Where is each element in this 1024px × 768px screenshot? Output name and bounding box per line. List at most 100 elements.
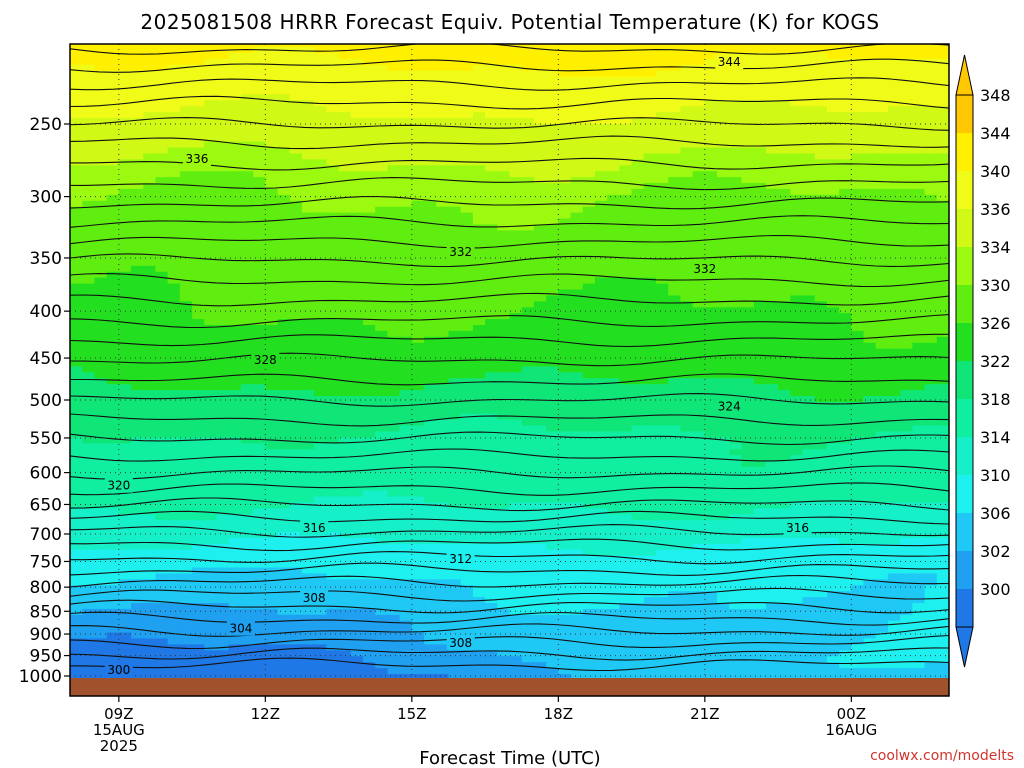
field-cell [485, 224, 498, 231]
field-cell [863, 390, 877, 397]
field-cell [363, 88, 376, 95]
field-cell [717, 76, 730, 84]
field-cell [814, 413, 828, 421]
field-cell [765, 395, 779, 403]
field-cell [118, 366, 132, 373]
field-cell [570, 147, 584, 155]
field-cell [558, 425, 572, 433]
field-cell [668, 384, 682, 391]
field-cell [289, 218, 303, 226]
field-cell [607, 307, 620, 314]
field-cell [472, 58, 486, 66]
field-cell [94, 443, 108, 450]
field-cell [887, 265, 901, 273]
field-cell [741, 112, 755, 119]
field-cell [619, 384, 633, 391]
field-cell [94, 378, 108, 385]
field-cell [753, 319, 767, 326]
field-cell [106, 324, 120, 332]
field-cell [179, 76, 193, 84]
field-cell [814, 378, 828, 385]
field-cell [326, 395, 340, 403]
field-cell [741, 177, 755, 184]
field-cell [228, 106, 242, 113]
field-cell [778, 46, 791, 54]
field-cell [253, 342, 266, 350]
field-cell [167, 70, 181, 78]
field-cell [607, 336, 620, 344]
field-cell [619, 82, 633, 89]
field-cell [863, 200, 877, 208]
field-cell [131, 224, 144, 231]
field-cell [936, 230, 949, 237]
field-cell [546, 319, 559, 326]
field-cell [912, 372, 926, 379]
field-cell [289, 236, 303, 243]
field-cell [472, 44, 486, 48]
field-cell [851, 58, 865, 66]
field-cell [131, 330, 144, 338]
field-cell [472, 194, 486, 202]
field-cell [424, 106, 437, 113]
field-cell [216, 194, 230, 202]
field-cell [460, 141, 474, 149]
field-cell [240, 206, 254, 214]
field-cell [460, 390, 474, 397]
field-cell [668, 289, 682, 297]
field-cell [326, 330, 340, 338]
field-cell [106, 354, 120, 362]
field-cell [607, 212, 620, 220]
field-cell [338, 401, 352, 409]
field-cell [350, 129, 364, 137]
field-cell [741, 44, 755, 48]
field-cell [167, 378, 181, 385]
field-cell [301, 224, 315, 231]
field-cell [204, 35, 217, 42]
field-cell [448, 183, 462, 190]
field-cell [765, 117, 779, 125]
field-cell [228, 88, 242, 95]
field-cell [790, 384, 804, 391]
field-cell [204, 366, 218, 373]
field-cell [363, 171, 376, 178]
field-cell [399, 277, 413, 285]
chart-title: 2025081508 HRRR Forecast Equiv. Potentia… [140, 10, 879, 34]
field-cell [338, 206, 352, 214]
field-cell [485, 94, 498, 101]
field-cell [411, 183, 425, 190]
field-cell [497, 324, 511, 332]
field-cell [887, 82, 901, 89]
field-cell [350, 254, 364, 261]
field-cell [704, 372, 718, 379]
field-cell [717, 177, 730, 184]
field-cell [411, 58, 425, 66]
field-cell [790, 407, 804, 415]
field-cell [631, 384, 645, 391]
field-cell [717, 100, 730, 107]
field-cell [582, 378, 596, 385]
field-cell [570, 372, 584, 379]
field-cell [643, 248, 657, 255]
field-cell [497, 70, 511, 78]
field-cell [533, 289, 547, 297]
field-cell [729, 236, 743, 243]
field-cell [778, 236, 791, 243]
field-cell [619, 307, 633, 314]
field-cell [240, 183, 254, 190]
field-cell [436, 265, 450, 273]
field-cell [533, 277, 547, 285]
field-cell [131, 188, 144, 196]
field-cell [887, 301, 901, 308]
field-cell [265, 324, 279, 332]
field-cell [594, 129, 608, 137]
field-cell [546, 224, 559, 231]
field-cell [607, 58, 620, 66]
field-cell [314, 372, 327, 379]
field-cell [277, 295, 291, 302]
field-cell [839, 360, 852, 368]
field-cell [375, 123, 389, 131]
field-cell [143, 165, 157, 172]
field-cell [534, 35, 547, 42]
field-cell [424, 360, 437, 368]
